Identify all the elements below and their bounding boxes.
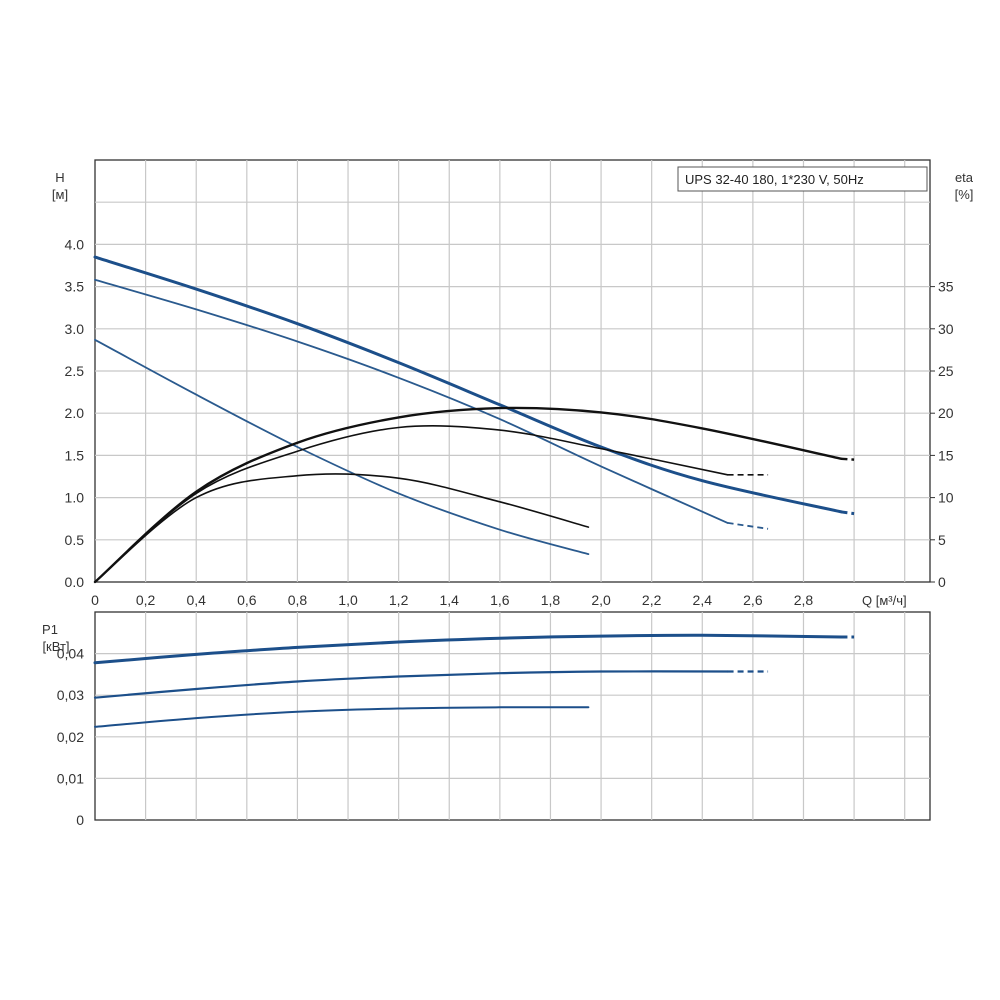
y-left-tick-label: 4.0	[65, 236, 85, 252]
y-right-tick-label: 15	[938, 447, 954, 463]
x-tick-label: 2,2	[642, 592, 662, 608]
power-curve	[93, 633, 843, 665]
bottom-ticks: 0 0,01 0,02 0,03 0,04	[57, 646, 84, 828]
y-left-tick-label: 2.5	[65, 363, 85, 379]
y-right-label-line2: [%]	[955, 187, 974, 202]
eta-curve-extension	[841, 457, 855, 461]
y-right-tick-label: 35	[938, 279, 954, 295]
bottom-grid	[95, 612, 930, 820]
x-tick-label: 2,8	[794, 592, 814, 608]
head-curve	[94, 278, 729, 524]
y-left-tick-label: 0.0	[65, 574, 85, 590]
y-left-tick-label: 3.5	[65, 279, 85, 295]
x-tick-label: 0,2	[136, 592, 156, 608]
y-left-label-line1: H	[55, 170, 64, 185]
head-curve	[94, 338, 590, 555]
x-tick-label: 1,6	[490, 592, 510, 608]
eta-curve	[94, 425, 729, 583]
x-tick-label: 1,4	[440, 592, 460, 608]
y-left-label-line2: [м]	[52, 187, 68, 202]
y-right-tick-label: 20	[938, 405, 954, 421]
head-curve-extension	[841, 510, 855, 516]
y-left-tick-label: 3.0	[65, 321, 85, 337]
x-tick-label: 0,4	[186, 592, 206, 608]
bottom-plot-frame	[94, 611, 931, 821]
legend-label: UPS 32-40 180, 1*230 V, 50Hz	[685, 172, 864, 187]
eta-curve	[93, 406, 843, 584]
y-right-tick-label: 5	[938, 532, 946, 548]
legend-frame	[677, 166, 928, 192]
y-right-tick-label: 10	[938, 490, 954, 506]
p1-tick-label: 0,03	[57, 687, 84, 703]
p1-tick-label: 0,01	[57, 770, 84, 786]
bottom-series	[93, 633, 855, 728]
y-left-tick-label: 2.0	[65, 405, 85, 421]
x-axis-label: Q [м³/ч]	[862, 593, 907, 608]
y-right-label-line1: eta	[955, 170, 974, 185]
x-tick-label: 0	[91, 592, 99, 608]
top-series	[93, 255, 855, 584]
y-left-tick-label: 1.0	[65, 490, 85, 506]
head-curve	[93, 255, 843, 514]
head-curve-extension	[727, 522, 769, 530]
y-right-tick-label: 25	[938, 363, 954, 379]
x-tick-label: 2,0	[591, 592, 611, 608]
y-right-tick-label: 0	[938, 574, 946, 590]
power-curve	[93, 670, 729, 699]
x-tick-label: 1,8	[541, 592, 561, 608]
x-tick-label: 1,0	[338, 592, 358, 608]
p1-tick-label: 0,02	[57, 729, 84, 745]
x-tick-label: 0,6	[237, 592, 257, 608]
y-left-tick-label: 0.5	[65, 532, 85, 548]
y-right-tick-label: 30	[938, 321, 954, 337]
legend-box: UPS 32-40 180, 1*230 V, 50Hz	[677, 166, 928, 192]
p1-label-line1: P1	[42, 622, 58, 637]
top-ticks: 0.0 0.5 1.0 1.5 2.0 2.5 3.0 3.5 4.0 0 5 10 15 20 25 30 3…	[65, 236, 954, 608]
x-tick-label: 2,4	[693, 592, 713, 608]
top-grid	[95, 160, 930, 582]
p1-tick-label: 0,04	[57, 646, 84, 662]
power-curve	[94, 706, 590, 728]
x-tick-label: 1,2	[389, 592, 409, 608]
x-tick-label: 0,8	[288, 592, 308, 608]
x-tick-label: 2,6	[743, 592, 763, 608]
y-left-tick-label: 1.5	[65, 447, 85, 463]
p1-label-line2: [кВт]	[42, 639, 69, 654]
p1-tick-label: 0	[76, 812, 84, 828]
eta-curve	[94, 473, 590, 583]
